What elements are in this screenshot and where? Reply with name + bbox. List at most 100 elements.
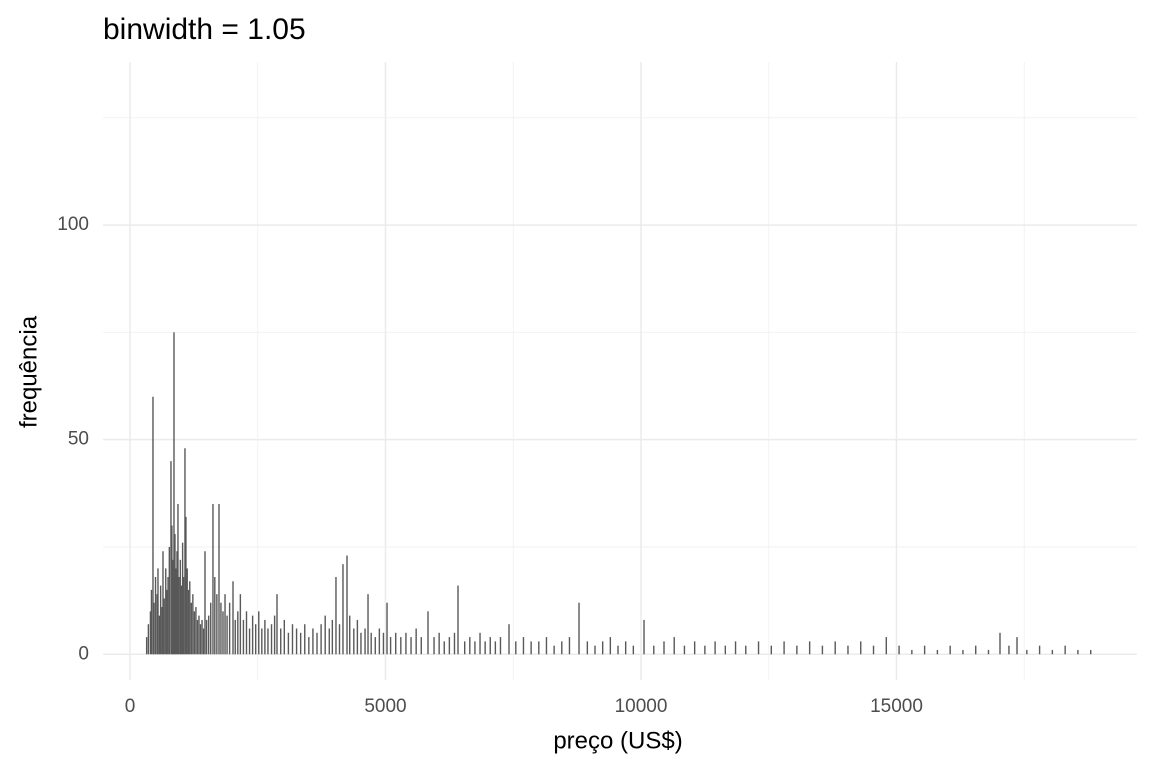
bar bbox=[207, 615, 210, 655]
bar bbox=[757, 641, 760, 655]
bar bbox=[190, 602, 193, 655]
bar bbox=[683, 645, 686, 655]
bar bbox=[632, 645, 635, 655]
chart-title: binwidth = 1.05 bbox=[103, 13, 306, 46]
bar bbox=[378, 628, 381, 655]
bar bbox=[427, 611, 429, 655]
bar bbox=[1051, 649, 1054, 655]
bar bbox=[222, 611, 224, 655]
bar bbox=[834, 641, 836, 655]
bar bbox=[885, 637, 887, 655]
bar bbox=[192, 594, 194, 655]
bar bbox=[578, 602, 580, 655]
bar bbox=[228, 602, 231, 655]
bar bbox=[847, 645, 849, 655]
bar bbox=[489, 637, 491, 655]
bar bbox=[161, 607, 163, 655]
bar bbox=[374, 637, 376, 655]
bar bbox=[1077, 649, 1079, 655]
bar bbox=[237, 611, 239, 655]
bar bbox=[860, 641, 862, 655]
bar bbox=[962, 649, 964, 655]
bar bbox=[479, 632, 481, 655]
bar bbox=[193, 611, 196, 655]
bar bbox=[270, 624, 273, 655]
bar bbox=[474, 641, 476, 655]
bar bbox=[216, 594, 218, 655]
bar bbox=[239, 594, 242, 655]
bar bbox=[220, 602, 222, 655]
bar bbox=[283, 619, 286, 655]
y-axis-title: frequência bbox=[15, 315, 42, 428]
bar bbox=[515, 641, 517, 655]
bar bbox=[522, 637, 525, 655]
bar bbox=[328, 628, 330, 655]
bar bbox=[494, 641, 497, 655]
bar bbox=[204, 551, 206, 655]
bar bbox=[1016, 637, 1018, 655]
bar bbox=[180, 585, 183, 655]
bar bbox=[999, 632, 1001, 655]
bar bbox=[154, 577, 157, 655]
bar bbox=[395, 632, 397, 655]
bar bbox=[186, 568, 188, 655]
bar bbox=[389, 637, 392, 655]
bar bbox=[248, 628, 251, 655]
bar bbox=[714, 641, 716, 655]
bar bbox=[280, 628, 282, 655]
bar bbox=[276, 594, 278, 655]
bar bbox=[457, 585, 459, 655]
y-tick-label: 100 bbox=[57, 214, 89, 235]
bar bbox=[594, 645, 596, 655]
bar bbox=[553, 645, 555, 655]
bar bbox=[261, 628, 263, 655]
bar bbox=[923, 645, 926, 655]
bar bbox=[185, 516, 187, 655]
bar bbox=[508, 624, 510, 655]
bar bbox=[205, 619, 208, 655]
bar bbox=[242, 619, 245, 655]
bar bbox=[273, 615, 276, 655]
bar bbox=[349, 615, 351, 655]
bar bbox=[499, 637, 502, 655]
bar bbox=[386, 602, 388, 655]
bar bbox=[438, 632, 440, 655]
bar bbox=[410, 637, 412, 655]
bar bbox=[783, 641, 785, 655]
bar bbox=[561, 641, 563, 655]
bar bbox=[624, 641, 627, 655]
x-tick-label: 0 bbox=[125, 696, 136, 717]
bar bbox=[168, 546, 171, 655]
bar bbox=[1008, 645, 1010, 655]
bar bbox=[484, 641, 486, 655]
bar bbox=[177, 504, 179, 655]
bar bbox=[936, 649, 939, 655]
bar bbox=[312, 628, 314, 655]
bar bbox=[586, 641, 589, 655]
bar bbox=[364, 628, 366, 655]
bar bbox=[734, 641, 737, 655]
bar bbox=[821, 645, 824, 655]
bar bbox=[453, 632, 456, 655]
bar bbox=[770, 645, 773, 655]
bar bbox=[166, 589, 168, 655]
bar bbox=[258, 611, 260, 655]
bar bbox=[156, 594, 158, 655]
bar bbox=[163, 598, 165, 655]
bar bbox=[808, 641, 811, 655]
y-tick-label: 50 bbox=[68, 429, 89, 450]
bar bbox=[178, 577, 180, 655]
bar bbox=[400, 637, 402, 655]
bar bbox=[254, 624, 257, 655]
bar bbox=[316, 632, 318, 655]
bar bbox=[184, 448, 186, 655]
bar bbox=[405, 632, 407, 655]
bar bbox=[335, 577, 337, 655]
bar bbox=[267, 628, 269, 655]
bar bbox=[149, 611, 152, 655]
bar bbox=[214, 577, 216, 655]
bar bbox=[382, 632, 385, 655]
bar bbox=[1064, 645, 1066, 655]
bar bbox=[199, 624, 202, 655]
